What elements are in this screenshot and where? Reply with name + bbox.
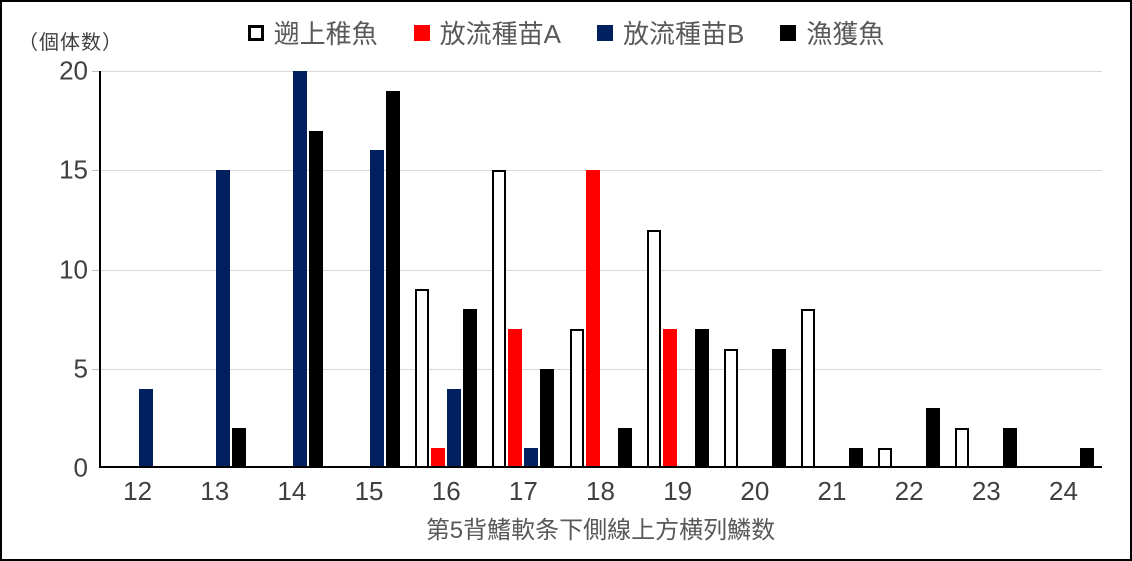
y-axis-unit-label: （個体数） bbox=[18, 32, 123, 54]
x-tick-label-21: 21 bbox=[817, 476, 847, 506]
bar-caught-fish-x16 bbox=[463, 309, 478, 468]
x-tick-label-18: 18 bbox=[586, 476, 615, 506]
gridline-y20 bbox=[99, 71, 1102, 72]
bar-released-seed-b-x12 bbox=[138, 388, 153, 468]
bar-released-seed-b-x15 bbox=[370, 150, 385, 468]
bar-released-seed-a-x16 bbox=[431, 448, 446, 468]
x-axis-line bbox=[99, 466, 1102, 468]
x-axis-title: 第5背鰭軟条下側線上方横列鱗数 bbox=[425, 517, 776, 544]
bar-caught-fish-x15 bbox=[386, 90, 401, 468]
y-axis-tick-mark bbox=[92, 170, 99, 172]
legend-marker-upstream-juvenile bbox=[247, 24, 264, 41]
bar-caught-fish-x17 bbox=[540, 368, 555, 468]
bar-upstream-juvenile-x20 bbox=[723, 348, 738, 468]
y-tick-label-20: 20 bbox=[59, 55, 88, 86]
legend-item-released-seed-a: 放流種苗A bbox=[413, 14, 561, 51]
legend-item-released-seed-b: 放流種苗B bbox=[597, 14, 744, 51]
bar-upstream-juvenile-x19 bbox=[646, 229, 661, 468]
bar-released-seed-a-x18 bbox=[585, 170, 600, 468]
y-axis-tick-labels: 0 5 10 15 20 bbox=[2, 56, 88, 483]
legend-marker-released-seed-b bbox=[597, 24, 613, 41]
gridline-y15 bbox=[99, 170, 1102, 172]
bar-released-seed-b-x17 bbox=[524, 448, 539, 468]
legend-item-upstream-juvenile: 遡上稚魚 bbox=[247, 14, 378, 51]
x-tick-label-19: 19 bbox=[663, 476, 693, 506]
bar-caught-fish-x20 bbox=[771, 348, 786, 468]
y-tick-label-10: 10 bbox=[59, 254, 88, 284]
x-tick-label-16: 16 bbox=[431, 476, 461, 506]
x-tick-label-15: 15 bbox=[354, 476, 384, 506]
bar-caught-fish-x23 bbox=[1003, 428, 1018, 468]
bar-caught-fish-x13 bbox=[231, 428, 246, 468]
bar-upstream-juvenile-x17 bbox=[492, 170, 507, 468]
y-axis-tick-mark bbox=[92, 368, 99, 370]
bar-caught-fish-x21 bbox=[848, 448, 863, 468]
legend-label-upstream-juvenile: 遡上稚魚 bbox=[273, 19, 378, 49]
x-tick-label-14: 14 bbox=[277, 476, 307, 506]
legend-marker-caught-fish bbox=[780, 24, 797, 41]
y-axis-line bbox=[99, 71, 101, 468]
bar-upstream-juvenile-x21 bbox=[800, 309, 815, 468]
x-tick-label-20: 20 bbox=[740, 476, 770, 506]
y-tick-label-5: 5 bbox=[73, 353, 88, 384]
x-tick-label-24: 24 bbox=[1048, 476, 1078, 506]
gridline-y10 bbox=[99, 269, 1102, 271]
bar-caught-fish-x22 bbox=[926, 408, 941, 468]
bar-released-seed-b-x16 bbox=[447, 388, 462, 468]
bar-caught-fish-x19 bbox=[694, 329, 709, 468]
x-tick-label-22: 22 bbox=[894, 476, 924, 506]
legend-marker-released-seed-a bbox=[413, 24, 430, 41]
x-tick-label-23: 23 bbox=[971, 476, 1001, 506]
x-tick-label-13: 13 bbox=[200, 476, 230, 506]
plot-area bbox=[92, 71, 1102, 468]
y-tick-label-0: 0 bbox=[73, 452, 88, 483]
legend-label-released-seed-a: 放流種苗A bbox=[439, 19, 561, 49]
y-tick-label-15: 15 bbox=[59, 154, 88, 185]
chart-legend: 遡上稚魚 放流種苗A 放流種苗B 漁獲魚 bbox=[2, 14, 1130, 51]
y-axis-tick-mark bbox=[92, 71, 99, 72]
legend-label-caught-fish: 漁獲魚 bbox=[806, 19, 885, 49]
bar-caught-fish-x14 bbox=[308, 130, 323, 468]
bar-upstream-juvenile-x16 bbox=[415, 289, 430, 468]
bar-caught-fish-x24 bbox=[1080, 448, 1095, 468]
legend-item-caught-fish: 漁獲魚 bbox=[780, 14, 884, 51]
x-tick-label-17: 17 bbox=[508, 476, 538, 506]
gridline-y5 bbox=[99, 368, 1102, 370]
bar-upstream-juvenile-x23 bbox=[955, 428, 970, 468]
y-axis-tick-mark bbox=[92, 269, 99, 271]
bar-released-seed-b-x13 bbox=[215, 170, 230, 468]
bar-released-seed-a-x17 bbox=[508, 329, 523, 468]
x-axis-tick-labels: 12 13 14 15 16 17 18 19 20 21 22 23 24 bbox=[99, 476, 1102, 507]
bar-released-seed-a-x19 bbox=[662, 329, 677, 468]
bar-caught-fish-x18 bbox=[617, 428, 632, 468]
bar-upstream-juvenile-x18 bbox=[569, 329, 584, 468]
bar-released-seed-b-x14 bbox=[292, 71, 307, 468]
legend-label-released-seed-b: 放流種苗B bbox=[623, 19, 745, 49]
x-tick-label-12: 12 bbox=[123, 476, 153, 506]
